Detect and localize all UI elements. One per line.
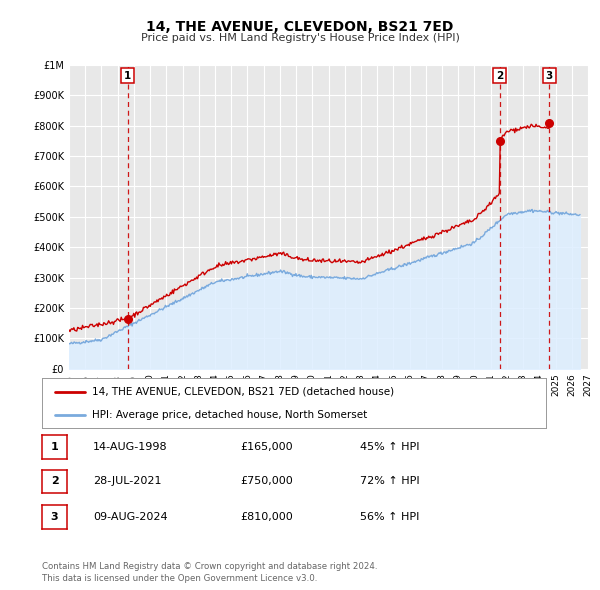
Text: 14, THE AVENUE, CLEVEDON, BS21 7ED: 14, THE AVENUE, CLEVEDON, BS21 7ED [146, 20, 454, 34]
Text: £750,000: £750,000 [240, 477, 293, 486]
Text: 14-AUG-1998: 14-AUG-1998 [93, 442, 167, 452]
Text: 72% ↑ HPI: 72% ↑ HPI [360, 477, 419, 486]
Text: 1: 1 [124, 71, 131, 80]
Text: Contains HM Land Registry data © Crown copyright and database right 2024.
This d: Contains HM Land Registry data © Crown c… [42, 562, 377, 583]
Text: 2: 2 [496, 71, 503, 80]
Text: 1: 1 [51, 442, 58, 452]
Text: 3: 3 [545, 71, 553, 80]
Text: 56% ↑ HPI: 56% ↑ HPI [360, 512, 419, 522]
Text: HPI: Average price, detached house, North Somerset: HPI: Average price, detached house, Nort… [92, 410, 368, 420]
Text: 09-AUG-2024: 09-AUG-2024 [93, 512, 167, 522]
Text: 45% ↑ HPI: 45% ↑ HPI [360, 442, 419, 452]
Text: £810,000: £810,000 [240, 512, 293, 522]
Text: 14, THE AVENUE, CLEVEDON, BS21 7ED (detached house): 14, THE AVENUE, CLEVEDON, BS21 7ED (deta… [92, 386, 395, 396]
Text: Price paid vs. HM Land Registry's House Price Index (HPI): Price paid vs. HM Land Registry's House … [140, 33, 460, 43]
Text: 3: 3 [51, 512, 58, 522]
Text: 28-JUL-2021: 28-JUL-2021 [93, 477, 161, 486]
Text: £165,000: £165,000 [240, 442, 293, 452]
Text: 2: 2 [51, 477, 58, 486]
